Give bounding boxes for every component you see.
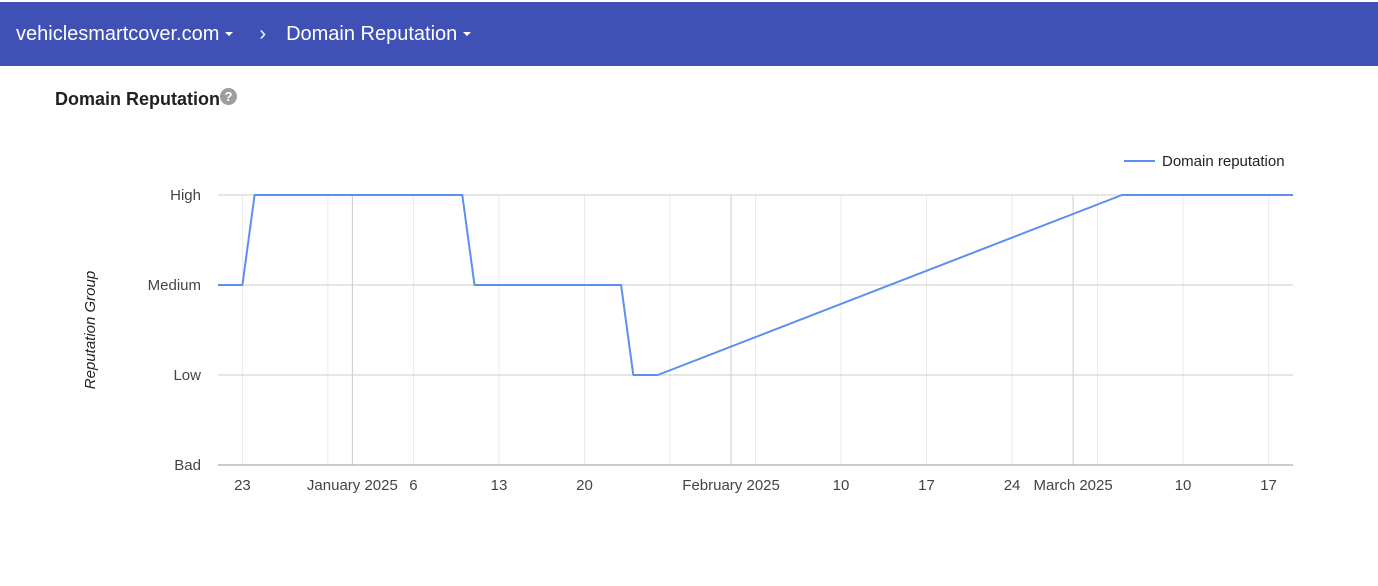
x-tick-label: 20: [576, 477, 593, 494]
y-tick-label: Medium: [148, 277, 201, 294]
y-tick-label: Bad: [174, 457, 201, 474]
x-tick-label: 17: [918, 477, 935, 494]
caret-down-icon: [225, 32, 234, 36]
domain-selector[interactable]: vehiclesmartcover.com: [16, 22, 234, 46]
legend-label: Domain reputation: [1162, 153, 1285, 170]
x-tick-label: 6: [409, 477, 417, 494]
x-tick-label: March 2025: [1034, 477, 1113, 494]
section-selector-label: Domain Reputation: [286, 22, 458, 45]
domain-selector-label: vehiclesmartcover.com: [16, 22, 220, 45]
help-icon[interactable]: ?: [220, 88, 237, 105]
x-tick-label: 10: [1175, 477, 1192, 494]
top-app-bar: vehiclesmartcover.com › Domain Reputatio…: [0, 2, 1378, 66]
x-tick-label: February 2025: [682, 477, 780, 494]
series-line: [218, 194, 1293, 376]
x-tick-label: 23: [234, 477, 251, 494]
page-title: Domain Reputation: [55, 89, 220, 109]
x-tick-label: January 2025: [307, 477, 398, 494]
page-title-row: Domain Reputation ?: [55, 86, 237, 112]
x-tick-label: 17: [1260, 477, 1277, 494]
y-tick-label: Low: [173, 367, 201, 384]
chevron-right-icon: ›: [259, 22, 267, 45]
x-tick-label: 13: [491, 477, 508, 494]
x-tick-label: 24: [1004, 477, 1021, 494]
section-selector[interactable]: Domain Reputation: [286, 22, 472, 46]
x-tick-label: 10: [833, 477, 850, 494]
legend: Domain reputation: [1124, 153, 1285, 170]
y-axis-title: Reputation Group: [82, 271, 99, 389]
caret-down-icon: [463, 32, 472, 36]
y-tick-label: High: [170, 187, 201, 204]
